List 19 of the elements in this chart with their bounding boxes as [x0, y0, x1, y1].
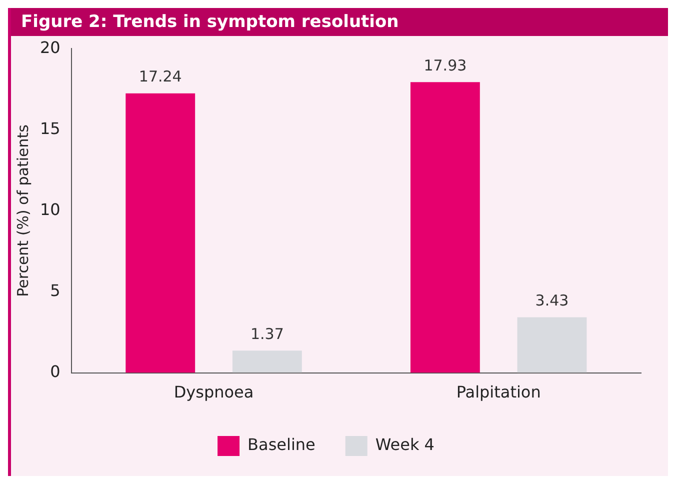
data-label: 17.93	[424, 56, 467, 75]
x-tick-label: Palpitation	[456, 382, 541, 402]
bar	[410, 82, 480, 373]
legend-label: Week 4	[375, 435, 434, 454]
y-tick-label: 0	[50, 362, 60, 381]
bar	[517, 317, 587, 373]
x-tick-label: Dyspnoea	[174, 382, 254, 402]
y-tick-label: 10	[40, 200, 60, 219]
y-tick-label: 5	[50, 280, 60, 300]
y-axis-title: Percent (%) of patients	[14, 124, 32, 297]
bar	[232, 350, 302, 373]
y-tick-label: 15	[40, 118, 60, 138]
data-label: 17.24	[138, 68, 182, 86]
data-label: 1.37	[250, 324, 284, 343]
y-tick-label: 20	[40, 38, 60, 57]
legend-label: Baseline	[248, 435, 316, 454]
bar	[126, 93, 196, 373]
chart-title: Figure 2: Trends in symptom resolution	[11, 8, 668, 36]
data-label: 3.43	[535, 292, 569, 310]
